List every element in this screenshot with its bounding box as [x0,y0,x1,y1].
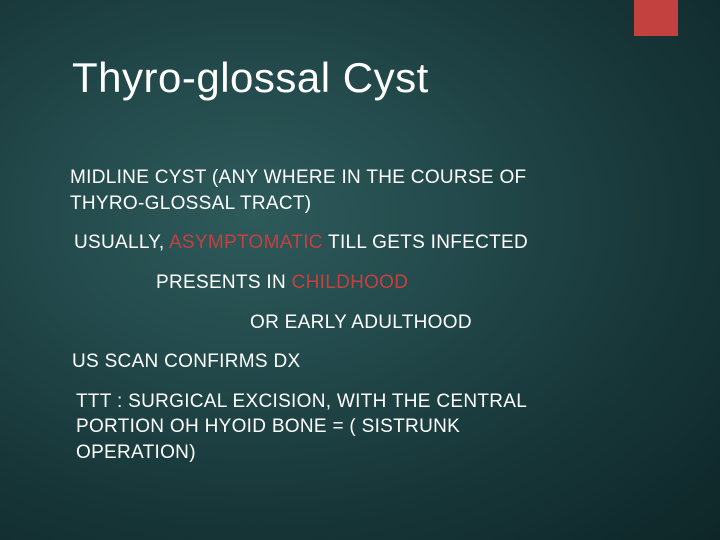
body-p1-line1: MIDLINE CYST (ANY WHERE IN THE COURSE OF [70,167,526,188]
body-p4: US SCAN CONFIRMS DX [72,349,630,375]
body-p4-text: US SCAN CONFIRMS DX [72,351,300,372]
body-p2: USUALLY, ASYMPTOMATIC TILL GETS INFECTED [74,230,630,256]
body-p3b: OR EARLY ADULTHOOD [250,310,630,336]
body-p1: MIDLINE CYST (ANY WHERE IN THE COURSE OF… [70,165,630,216]
body-p2-accent: ASYMPTOMATIC [169,232,323,253]
body-p5-line2: PORTION OH HYOID BONE = ( SISTRUNK [76,416,460,437]
body-p3-accent: CHILDHOOD [292,272,409,293]
body-p3-line2: OR EARLY ADULTHOOD [250,312,472,333]
body-p2-post: TILL GETS INFECTED [323,232,528,253]
body-p5-line3: OPERATION) [76,442,196,463]
body-p3a: PRESENTS IN CHILDHOOD [156,270,630,296]
slide-title: Thyro-glossal Cyst [72,54,429,102]
body-p1-line2: THYRO-GLOSSAL TRACT) [70,193,311,214]
body-p5-line1: TTT : SURGICAL EXCISION, WITH THE CENTRA… [76,391,527,412]
body-p2-pre: USUALLY, [74,232,169,253]
body-p3-pre: PRESENTS IN [156,272,292,293]
accent-bar [634,0,678,36]
slide-body: MIDLINE CYST (ANY WHERE IN THE COURSE OF… [70,165,630,480]
body-p5: TTT : SURGICAL EXCISION, WITH THE CENTRA… [76,389,630,466]
